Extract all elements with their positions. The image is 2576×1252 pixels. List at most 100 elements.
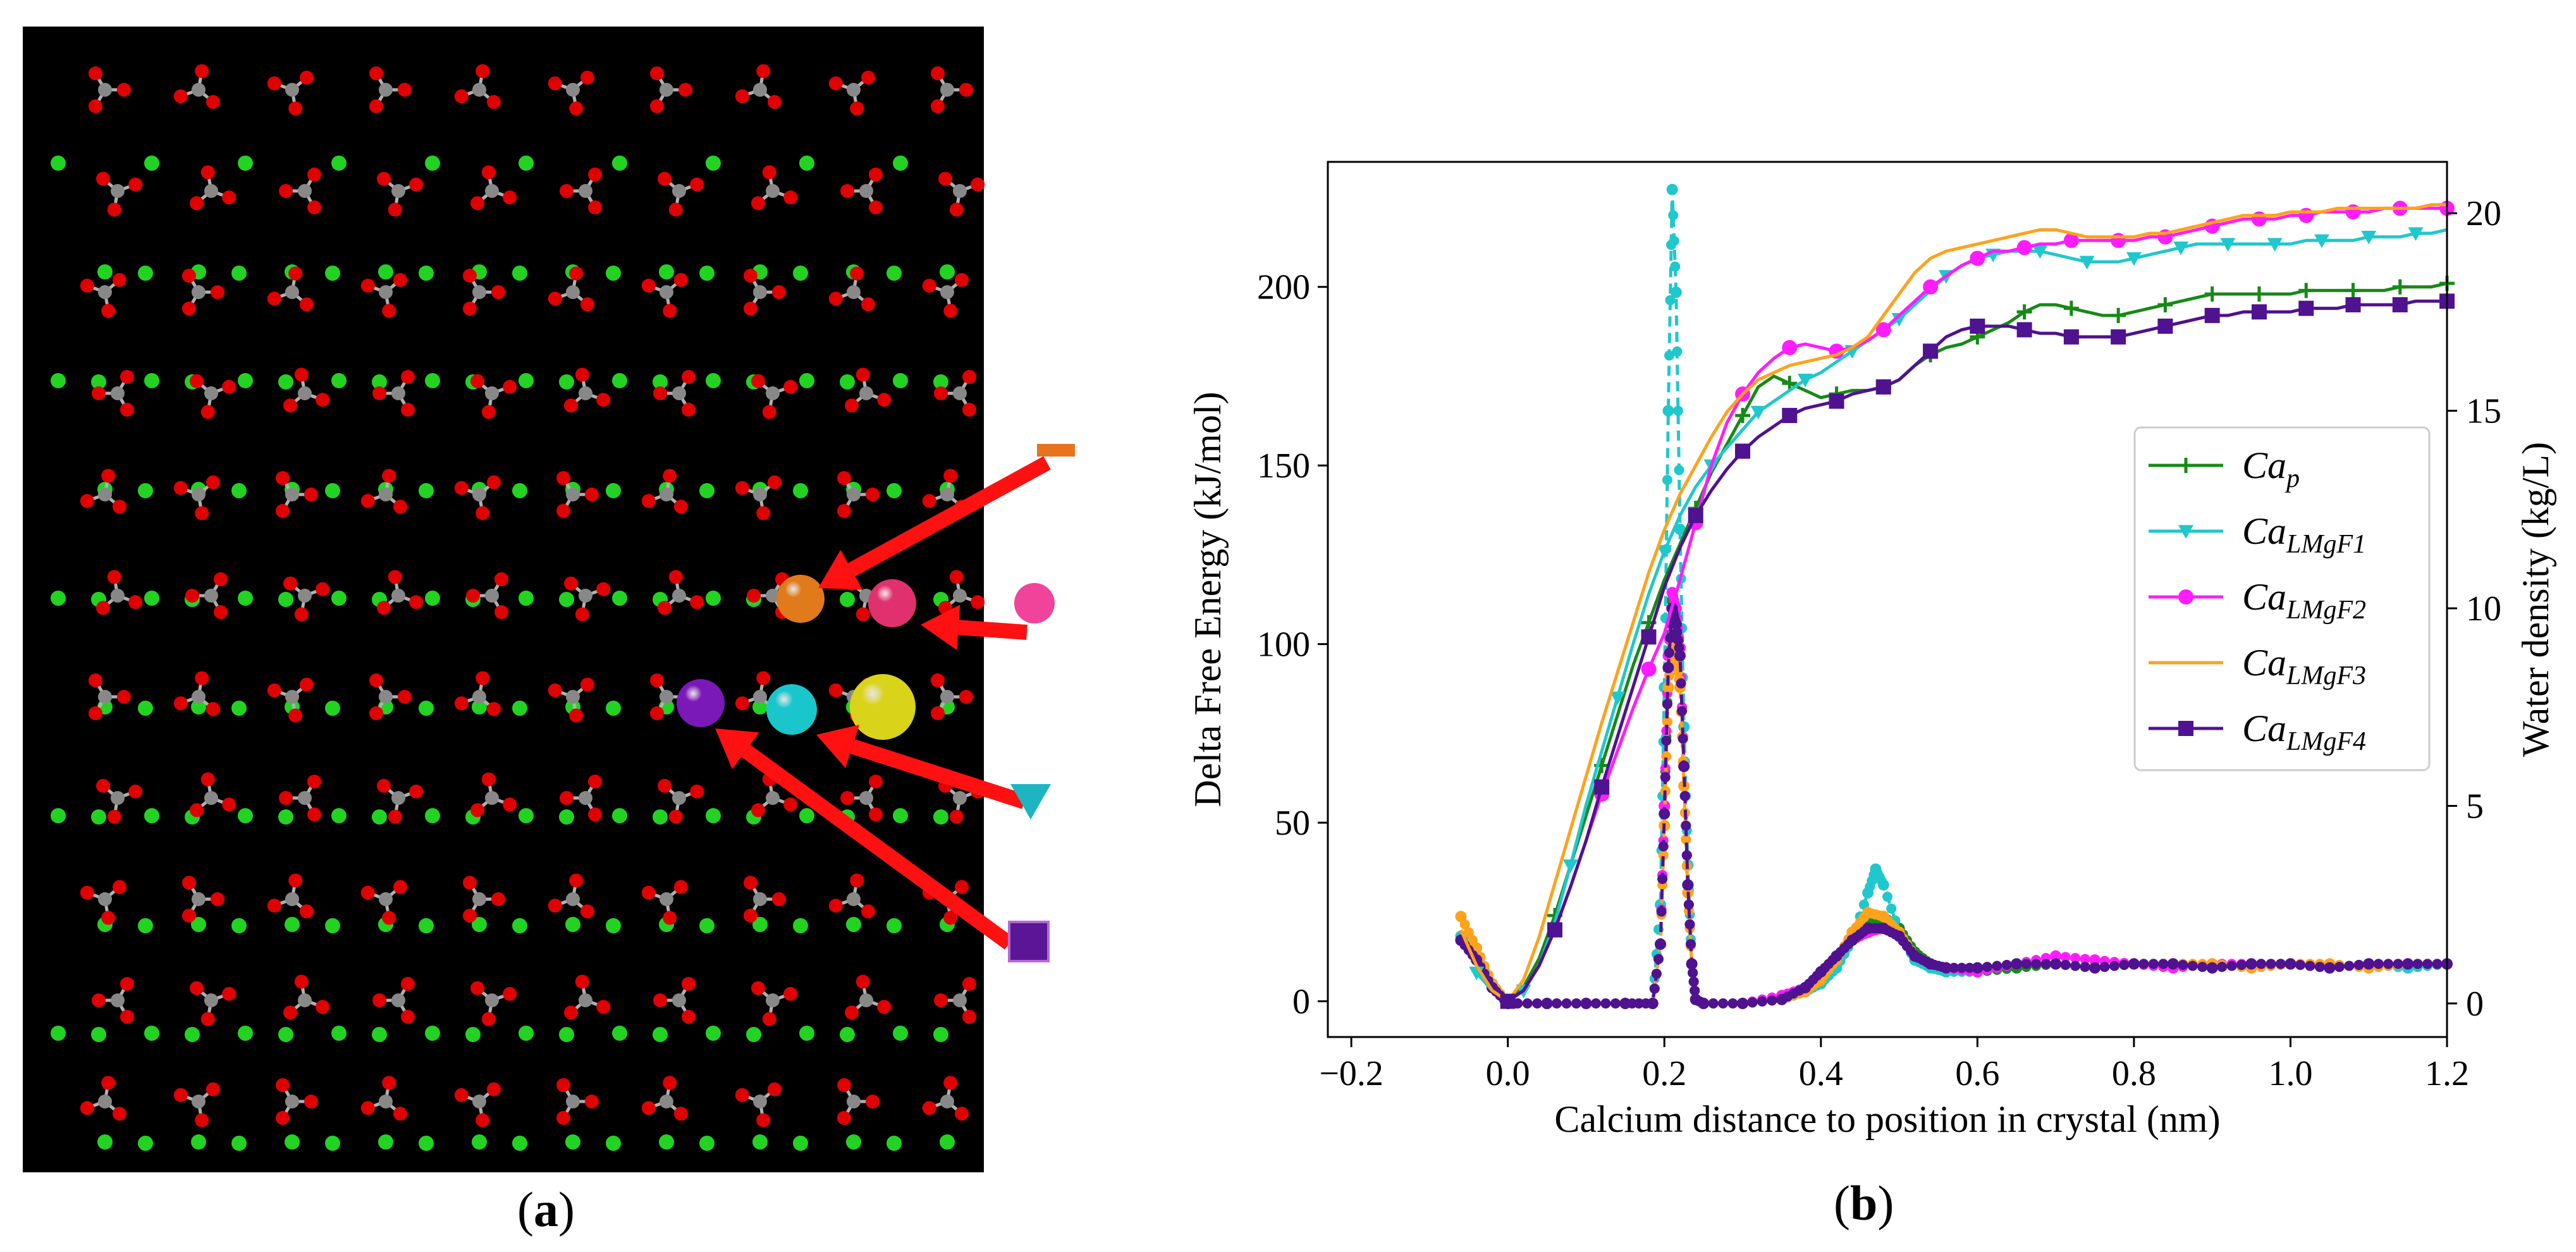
density-point (1901, 939, 1912, 950)
carbon-atom (940, 690, 954, 704)
plus-marker (1970, 329, 1985, 345)
circle-marker (2157, 229, 2173, 245)
density-point (1788, 986, 1799, 997)
density-point (1672, 613, 1683, 623)
density-point (2441, 958, 2453, 970)
oxygen-atom (454, 1088, 469, 1102)
density-point (2206, 958, 2218, 970)
carbon-atom (940, 488, 954, 501)
density-point (2432, 959, 2443, 969)
density-point (1933, 960, 1944, 971)
density-point (1767, 995, 1777, 1006)
oxygen-atom (690, 784, 704, 799)
density-point (2167, 962, 2179, 974)
density-point (1782, 991, 1793, 1002)
carbonate-group (837, 1078, 880, 1125)
density-point (1627, 998, 1638, 1009)
oxygen-atom (205, 702, 220, 716)
density-point (1666, 603, 1678, 615)
oxygen-atom (682, 1009, 696, 1024)
density-point (2402, 958, 2414, 970)
density-point (1662, 682, 1674, 694)
density-point (1522, 998, 1533, 1009)
carbonate-group (845, 367, 892, 413)
oxygen-atom (751, 196, 766, 211)
density-point (2314, 959, 2325, 969)
calcium-atom (706, 156, 721, 171)
density-point (1782, 992, 1793, 1003)
legend-subscript: LMgF4 (2286, 727, 2366, 756)
density-point (1677, 733, 1688, 744)
calcium-atom (893, 1026, 908, 1041)
density-point (2275, 959, 2286, 969)
density-point (1839, 947, 1849, 957)
density-point (1782, 992, 1793, 1003)
carbonate-group (564, 974, 611, 1020)
density-point (2295, 959, 2305, 969)
calcium-atom (612, 1026, 627, 1041)
oxygen-atom (866, 1095, 880, 1108)
density-point (1949, 966, 1960, 977)
density-point (2128, 958, 2140, 970)
density-point (1580, 997, 1592, 1009)
carbon-atom (859, 386, 873, 400)
carbon-atom (192, 690, 205, 704)
legend-subscript: LMgF1 (2286, 530, 2366, 559)
density-point (2021, 959, 2032, 969)
oxygen-atom (89, 66, 102, 81)
carbon-atom (98, 83, 112, 97)
oxygen-atom (556, 1110, 570, 1125)
density-point (2021, 959, 2032, 969)
density-point (2256, 959, 2267, 969)
density-point (2266, 959, 2276, 969)
calcium-atom (278, 809, 293, 825)
oxygen-atom (316, 582, 330, 596)
density-point (2128, 958, 2140, 970)
density-point (2031, 959, 2042, 969)
density-point (1858, 899, 1869, 910)
oxygen-atom (678, 83, 692, 97)
oxygen-atom (299, 297, 314, 312)
oxygen-atom (182, 301, 196, 316)
density-point (2422, 959, 2433, 969)
energy-curve (1506, 281, 2448, 1003)
density-point (1727, 998, 1738, 1009)
density-point (2031, 959, 2042, 969)
oxygen-atom (299, 677, 314, 692)
density-point (1672, 623, 1683, 634)
arrow-head (715, 728, 759, 770)
density-point (1690, 993, 1702, 1005)
oxygen-atom (89, 673, 102, 688)
density-point (1659, 819, 1671, 832)
oxygen-atom (120, 402, 134, 417)
density-point (2353, 959, 2364, 970)
oxygen-atom (828, 292, 843, 306)
oxygen-atom (372, 386, 386, 400)
density-point (1640, 998, 1651, 1009)
density-point (2226, 960, 2237, 971)
density-point (1872, 868, 1883, 878)
oxygen-atom (307, 807, 321, 821)
oxygen-atom (288, 708, 303, 723)
density-point (1688, 967, 1698, 978)
oxygen-atom (491, 892, 505, 906)
density-point (1800, 981, 1812, 993)
carbonate-group (463, 876, 505, 923)
dash-marker-icon (1037, 444, 1075, 457)
oxygen-atom (548, 683, 562, 697)
oxygen-atom (580, 70, 594, 85)
triangle-marker-icon (1010, 784, 1051, 819)
carbonate-group (641, 880, 688, 925)
carbon-atom (391, 386, 405, 400)
density-point (2050, 958, 2062, 970)
density-point (1522, 998, 1533, 1009)
density-point (2422, 959, 2433, 969)
density-point (2441, 958, 2453, 970)
density-point (1890, 929, 1901, 940)
density-point (1661, 732, 1672, 742)
calcium-atom (331, 808, 347, 823)
density-point (2275, 959, 2286, 969)
calcium-atom (512, 701, 527, 716)
density-point (1681, 861, 1692, 871)
density-point (1698, 997, 1710, 1009)
